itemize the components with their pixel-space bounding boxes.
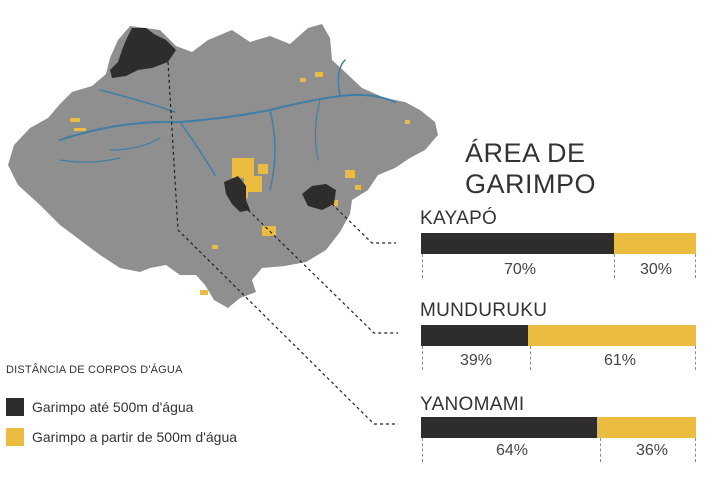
- legend-title: DISTÂNCIA DE CORPOS D'ÁGUA: [6, 364, 183, 376]
- legal-amazon-region: [8, 24, 438, 308]
- pct-near-munduruku: 39%: [459, 352, 493, 369]
- tick: [614, 254, 615, 278]
- legend-label: Garimpo a partir de 500m d'água: [32, 429, 238, 445]
- pct-near-kayapo: 70%: [503, 261, 537, 278]
- pct-far-kayapo: 30%: [639, 261, 673, 278]
- bar-segment-near-water: [421, 325, 529, 346]
- munduruku-leader-line: [243, 205, 398, 334]
- river-network: [59, 59, 396, 191]
- pct-far-munduruku: 61%: [603, 352, 637, 369]
- tick: [530, 346, 531, 370]
- bar-kayapo: [421, 233, 696, 254]
- bar-segment-near-water: [421, 417, 597, 438]
- leader-lines: [167, 61, 398, 425]
- legend-swatch-dark: [6, 398, 24, 416]
- bar-yanomami: [421, 417, 696, 438]
- tick: [422, 346, 423, 370]
- page-title: ÁREA DE GARIMPO: [465, 138, 597, 199]
- tick: [422, 438, 423, 462]
- legend-swatch-yellow: [6, 428, 24, 446]
- bar-segment-far-from-water: [528, 325, 696, 346]
- kayapo-leader-line: [331, 203, 396, 244]
- pct-far-yanomami: 36%: [635, 442, 669, 459]
- munduruku-territory: [224, 176, 250, 212]
- tick: [695, 346, 696, 370]
- bar-segment-far-from-water: [613, 233, 696, 254]
- bar-segment-far-from-water: [597, 417, 696, 438]
- bar-munduruku: [421, 325, 696, 346]
- legend-item-far-from-water: Garimpo a partir de 500m d'água: [6, 428, 237, 446]
- legend-label: Garimpo até 500m d'água: [32, 399, 194, 415]
- pct-near-yanomami: 64%: [495, 442, 529, 459]
- territory-name-kayapo: KAYAPÓ: [420, 208, 498, 229]
- yanomami-leader-line: [167, 61, 398, 425]
- tick: [600, 438, 601, 462]
- territory-name-yanomami: YANOMAMI: [420, 394, 525, 415]
- bar-segment-near-water: [421, 233, 614, 254]
- territory-name-munduruku: MUNDURUKU: [420, 300, 548, 321]
- tick: [695, 254, 696, 278]
- kayapo-territory: [302, 184, 336, 210]
- tick: [422, 254, 423, 278]
- yanomami-territory: [110, 28, 176, 78]
- legend-item-near-water: Garimpo até 500m d'água: [6, 398, 193, 416]
- tick: [695, 438, 696, 462]
